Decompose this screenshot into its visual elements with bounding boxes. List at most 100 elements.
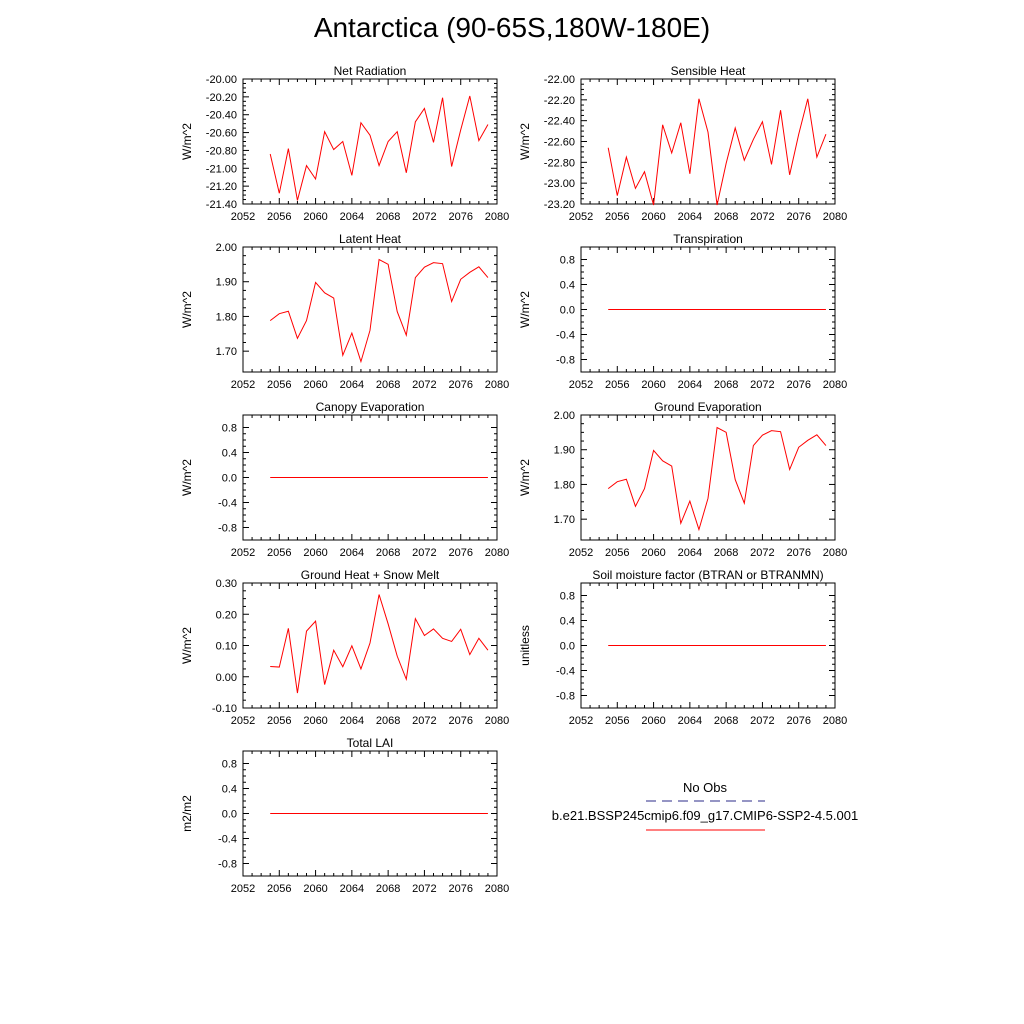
y-tick-label: 0.10: [216, 641, 237, 653]
panel-title: Latent Heat: [339, 232, 402, 246]
x-tick-label: 2068: [376, 547, 400, 559]
y-tick-label: 1.90: [554, 445, 575, 457]
x-tick-label: 2064: [340, 211, 364, 223]
x-tick-label: 2080: [485, 547, 509, 559]
x-tick-label: 2076: [786, 211, 810, 223]
y-axis-label: m2/m2: [180, 795, 194, 832]
y-tick-label: -0.4: [556, 666, 575, 678]
y-tick-label: -20.80: [206, 145, 237, 157]
x-tick-label: 2072: [750, 547, 774, 559]
y-tick-label: -20.40: [206, 110, 237, 122]
y-tick-label: 1.70: [216, 346, 237, 358]
x-tick-label: 2076: [786, 379, 810, 391]
x-tick-label: 2076: [448, 379, 472, 391]
x-tick-label: 2060: [303, 211, 327, 223]
x-tick-label: 2072: [750, 211, 774, 223]
x-tick-label: 2056: [605, 379, 629, 391]
chart-panel: Total LAI m2/m2 2052 2056 2060 2064 2068 2072 20…: [180, 736, 509, 895]
y-tick-label: -22.80: [544, 157, 575, 169]
x-tick-label: 2068: [714, 379, 738, 391]
x-tick-label: 2052: [569, 211, 593, 223]
x-tick-label: 2052: [231, 379, 255, 391]
y-tick-label: -23.20: [544, 199, 575, 211]
x-tick-label: 2060: [641, 379, 665, 391]
y-tick-label: -0.8: [218, 859, 237, 871]
chart-panel: Ground Evaporation W/m^2 2052 2056 2060 2064 2…: [518, 400, 847, 559]
y-tick-label: -0.4: [218, 498, 237, 510]
y-tick-label: 2.00: [216, 242, 237, 254]
y-axis-label: W/m^2: [180, 627, 194, 664]
x-tick-label: 2056: [267, 379, 291, 391]
y-tick-label: -0.8: [556, 355, 575, 367]
x-tick-label: 2056: [267, 715, 291, 727]
x-tick-label: 2080: [823, 715, 847, 727]
x-tick-label: 2072: [412, 715, 436, 727]
x-tick-label: 2052: [231, 715, 255, 727]
x-tick-label: 2072: [412, 211, 436, 223]
x-tick-label: 2052: [231, 547, 255, 559]
x-tick-label: 2064: [678, 547, 702, 559]
panel-title: Total LAI: [347, 736, 394, 750]
x-tick-label: 2076: [448, 211, 472, 223]
y-axis-label: W/m^2: [518, 123, 532, 160]
x-tick-label: 2068: [714, 715, 738, 727]
chart-panel: Canopy Evaporation W/m^2 2052 2056 2060 2064 2…: [180, 400, 509, 559]
panel-title: Canopy Evaporation: [316, 400, 425, 414]
x-tick-label: 2060: [303, 883, 327, 895]
y-tick-label: 1.90: [216, 277, 237, 289]
x-tick-label: 2068: [376, 211, 400, 223]
y-tick-label: 0.0: [222, 809, 237, 821]
x-tick-label: 2052: [569, 547, 593, 559]
legend-label-obs: No Obs: [683, 780, 728, 795]
x-tick-label: 2076: [448, 547, 472, 559]
x-tick-label: 2080: [823, 379, 847, 391]
y-axis-label: unitless: [518, 625, 532, 666]
x-tick-label: 2072: [750, 379, 774, 391]
y-tick-label: -0.10: [212, 703, 237, 715]
chart-panel: Soil moisture factor (BTRAN or BTRANMN) u…: [518, 568, 847, 727]
x-tick-label: 2064: [340, 715, 364, 727]
y-tick-label: 1.70: [554, 514, 575, 526]
x-tick-label: 2068: [376, 379, 400, 391]
x-tick-label: 2056: [267, 211, 291, 223]
x-tick-label: 2080: [823, 547, 847, 559]
x-tick-label: 2064: [340, 883, 364, 895]
legend-label-model: b.e21.BSSP245cmip6.f09_g17.CMIP6-SSP2-4.…: [552, 808, 858, 823]
x-tick-label: 2068: [714, 211, 738, 223]
x-tick-label: 2060: [303, 715, 327, 727]
x-tick-label: 2060: [641, 211, 665, 223]
panel-title: Sensible Heat: [671, 64, 746, 78]
x-tick-label: 2056: [605, 211, 629, 223]
y-tick-label: -21.00: [206, 163, 237, 175]
y-tick-label: -0.4: [556, 330, 575, 342]
x-tick-label: 2068: [714, 547, 738, 559]
y-tick-label: -23.00: [544, 178, 575, 190]
y-tick-label: 0.4: [222, 448, 237, 460]
y-tick-label: -0.8: [218, 523, 237, 535]
x-tick-label: 2060: [641, 547, 665, 559]
y-tick-label: -22.00: [544, 74, 575, 86]
x-tick-label: 2060: [303, 547, 327, 559]
panel-title: Transpiration: [673, 232, 743, 246]
x-tick-label: 2072: [412, 547, 436, 559]
x-tick-label: 2080: [823, 211, 847, 223]
x-tick-label: 2064: [678, 715, 702, 727]
series-line: [269, 258, 489, 364]
y-tick-label: 0.4: [222, 784, 237, 796]
y-tick-label: 0.0: [222, 473, 237, 485]
x-tick-label: 2076: [448, 715, 472, 727]
plot-frame: [242, 246, 498, 373]
y-tick-label: -22.40: [544, 116, 575, 128]
y-tick-label: 0.30: [216, 578, 237, 590]
x-tick-label: 2064: [678, 211, 702, 223]
y-axis-label: W/m^2: [180, 459, 194, 496]
y-tick-label: 1.80: [216, 311, 237, 323]
y-tick-label: -20.00: [206, 74, 237, 86]
y-tick-label: -20.60: [206, 128, 237, 140]
y-tick-label: 0.8: [222, 759, 237, 771]
y-tick-label: 0.00: [216, 672, 237, 684]
x-tick-label: 2068: [376, 883, 400, 895]
y-tick-label: 0.0: [560, 305, 575, 317]
x-tick-label: 2052: [569, 379, 593, 391]
